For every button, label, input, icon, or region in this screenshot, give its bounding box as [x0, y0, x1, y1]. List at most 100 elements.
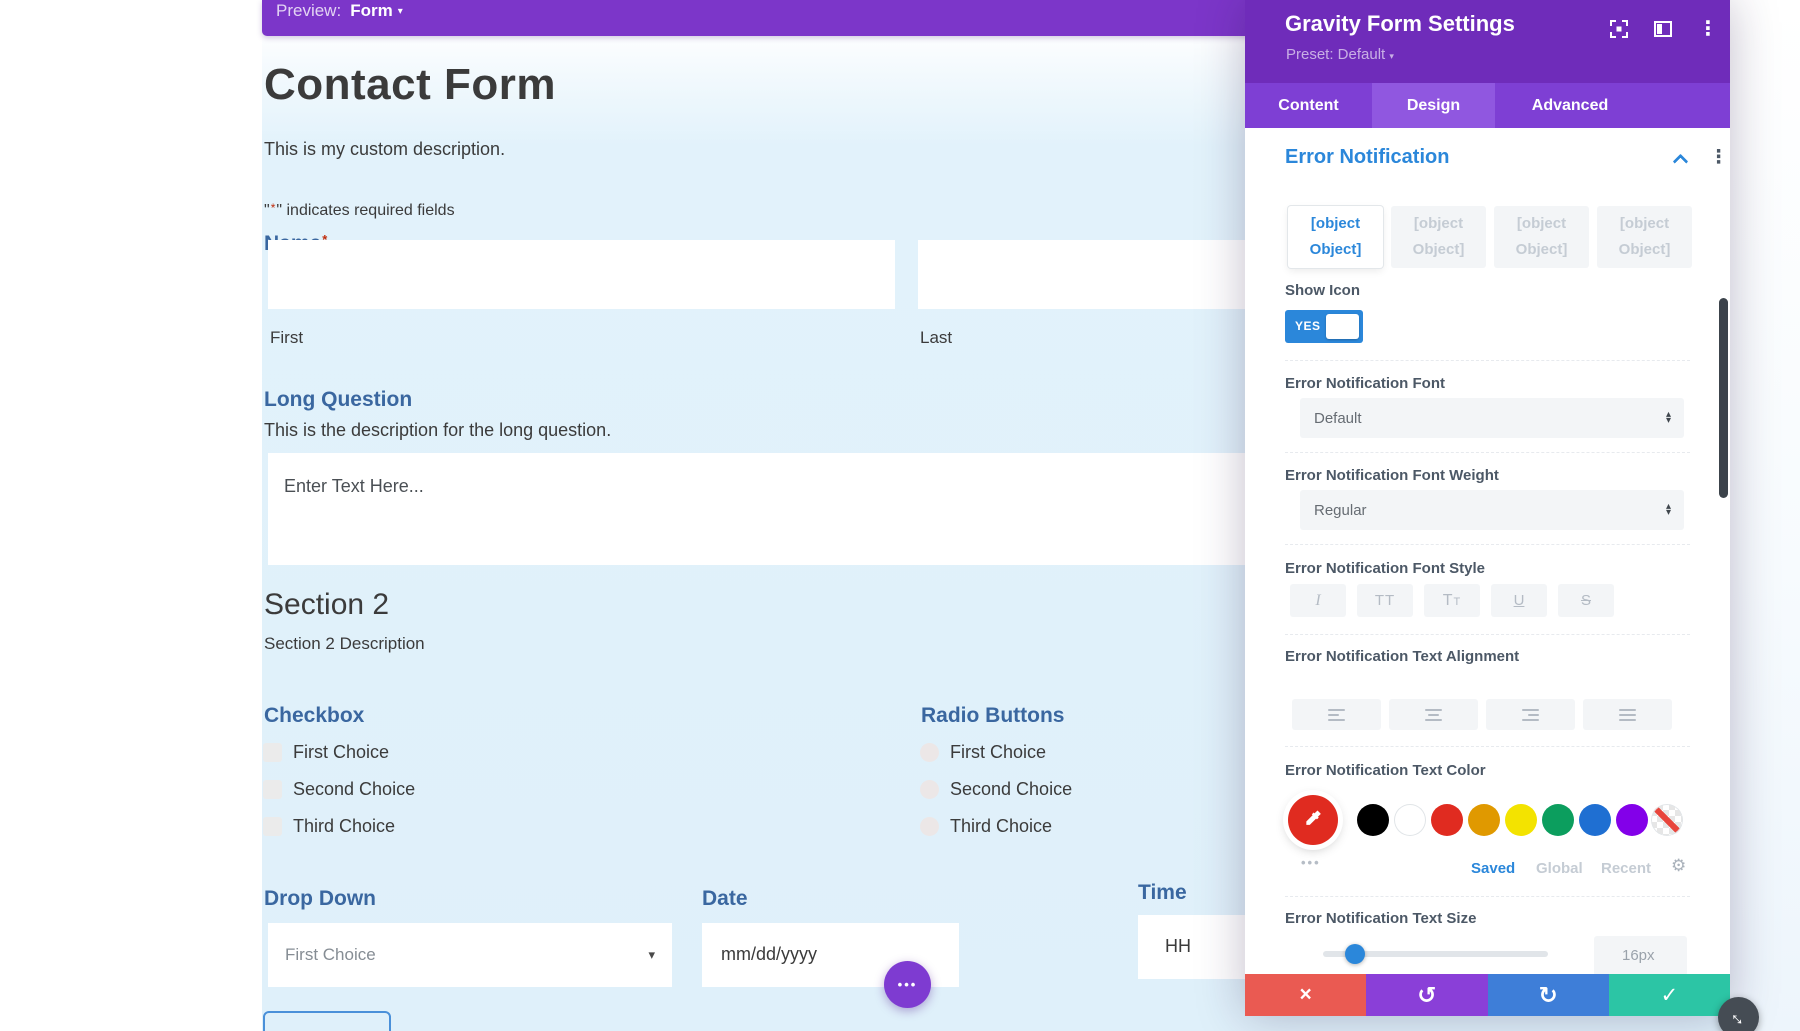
panel-menu-icon[interactable]: ⋮ — [1698, 18, 1718, 40]
text-size-slider-track[interactable] — [1323, 951, 1548, 957]
panel-footer: × ↺ ↻ ✓ — [1245, 974, 1730, 1016]
panel-header: Gravity Form Settings ⋮ Preset: Default … — [1245, 0, 1730, 83]
align-right-button[interactable] — [1486, 699, 1575, 730]
page-margin — [1730, 0, 1800, 1031]
text-alignment-buttons — [1292, 699, 1672, 730]
panel-body: Error Notification ⋮ [object Object] [obj… — [1245, 128, 1730, 976]
color-swatch[interactable] — [1579, 804, 1611, 836]
dropdown-select[interactable]: First Choice ▾ — [268, 923, 672, 987]
underline-button[interactable]: U — [1491, 584, 1547, 617]
resize-handle-button[interactable]: ↔ — [1718, 997, 1759, 1031]
undo-button[interactable]: ↺ — [1366, 974, 1488, 1016]
radio-group-label: Radio Buttons — [921, 704, 1065, 727]
first-name-input[interactable] — [268, 240, 895, 309]
preview-bar[interactable]: Preview: Form ▾ — [262, 0, 1252, 36]
chevron-down-icon: ▾ — [397, 6, 403, 17]
more-swatches-icon[interactable]: ••• — [1301, 855, 1321, 870]
form-title: Contact Form — [264, 60, 556, 109]
section-menu-icon[interactable]: ⋮ — [1709, 147, 1728, 168]
show-icon-toggle[interactable]: YES — [1285, 310, 1363, 343]
color-link-recent[interactable]: Recent — [1601, 860, 1652, 877]
expand-modal-icon[interactable] — [1610, 20, 1628, 38]
italic-icon: I — [1315, 591, 1321, 609]
chevron-down-icon: ▾ — [1389, 51, 1394, 61]
checkbox-option[interactable]: Second Choice — [263, 779, 415, 800]
text-size-label: Error Notification Text Size — [1285, 910, 1477, 927]
align-left-button[interactable] — [1292, 699, 1381, 730]
checkbox-icon[interactable] — [263, 780, 282, 799]
gear-icon[interactable]: ⚙ — [1671, 856, 1687, 875]
checkbox-icon[interactable] — [263, 817, 282, 836]
text-alignment-label: Error Notification Text Alignment — [1285, 648, 1520, 665]
panel-scrollbar[interactable] — [1719, 298, 1728, 498]
color-link-global[interactable]: Global — [1536, 860, 1583, 877]
undo-icon: ↺ — [1417, 981, 1437, 1008]
preset-selector[interactable]: Preset: Default ▾ — [1286, 46, 1394, 63]
discard-button[interactable]: × — [1245, 974, 1367, 1016]
color-swatch[interactable] — [1616, 804, 1648, 836]
font-select-value: Default — [1314, 409, 1362, 427]
chevron-up-icon[interactable] — [1672, 153, 1689, 170]
radio-icon[interactable] — [920, 780, 939, 799]
device-tab-desktop[interactable]: [object Object] — [1288, 206, 1383, 268]
strikethrough-icon: S — [1580, 592, 1591, 609]
color-swatch[interactable] — [1468, 804, 1500, 836]
device-tab-tablet[interactable]: [object Object] — [1391, 206, 1486, 268]
smallcaps-button[interactable]: Tt — [1424, 584, 1480, 617]
uppercase-button[interactable]: TT — [1357, 584, 1413, 617]
radio-option[interactable]: First Choice — [920, 742, 1046, 763]
required-fields-note: "*" indicates required fields — [264, 201, 455, 219]
tab-advanced[interactable]: Advanced — [1531, 96, 1609, 114]
panel-title: Gravity Form Settings — [1285, 11, 1515, 36]
tab-design[interactable]: Design — [1372, 83, 1495, 128]
color-swatch-none[interactable] — [1651, 804, 1683, 836]
font-weight-select-value: Regular — [1314, 501, 1367, 519]
redo-button[interactable]: ↻ — [1487, 974, 1609, 1016]
text-size-slider-handle[interactable] — [1345, 944, 1365, 964]
form-description: This is my custom description. — [264, 139, 506, 159]
font-weight-select[interactable]: Regular ▴ ▾ — [1300, 490, 1684, 530]
font-weight-label: Error Notification Font Weight — [1285, 467, 1499, 484]
color-swatch[interactable] — [1394, 804, 1426, 836]
color-swatch[interactable] — [1431, 804, 1463, 836]
time-label: Time — [1138, 881, 1187, 904]
align-center-button[interactable] — [1389, 699, 1478, 730]
radio-option[interactable]: Second Choice — [920, 779, 1072, 800]
dropdown-value: First Choice — [285, 945, 376, 964]
checkbox-option[interactable]: First Choice — [263, 742, 389, 763]
checkbox-option[interactable]: Third Choice — [263, 816, 395, 837]
eyedropper-icon — [1306, 810, 1321, 825]
save-button[interactable]: ✓ — [1608, 974, 1730, 1016]
preview-mode-value[interactable]: Form — [350, 1, 393, 20]
uppercase-icon: TT — [1374, 592, 1396, 609]
color-swatch[interactable] — [1357, 804, 1389, 836]
device-tab-phone[interactable]: [object Object] — [1494, 206, 1589, 268]
color-link-saved[interactable]: Saved — [1471, 860, 1516, 877]
color-swatch[interactable] — [1505, 804, 1537, 836]
snap-to-side-icon[interactable] — [1654, 21, 1672, 37]
toggle-knob[interactable] — [1326, 314, 1359, 339]
module-settings-button[interactable]: ••• — [884, 961, 931, 1008]
device-tab-hover[interactable]: [object Object] — [1597, 206, 1692, 268]
radio-icon[interactable] — [920, 743, 939, 762]
checkbox-group-label: Checkbox — [264, 704, 365, 727]
font-label: Error Notification Font — [1285, 375, 1445, 392]
resize-diagonal-icon: ↔ — [1724, 1003, 1753, 1031]
last-name-sublabel: Last — [920, 328, 953, 347]
font-select[interactable]: Default ▴ ▾ — [1300, 398, 1684, 438]
italic-button[interactable]: I — [1290, 584, 1346, 617]
color-swatch[interactable] — [1542, 804, 1574, 836]
tab-content[interactable]: Content — [1278, 96, 1339, 114]
checkbox-icon[interactable] — [263, 743, 282, 762]
submit-button[interactable] — [263, 1011, 391, 1031]
date-placeholder: mm/dd/yyyy — [721, 944, 818, 964]
strikethrough-button[interactable]: S — [1558, 584, 1614, 617]
text-color-label: Error Notification Text Color — [1285, 762, 1486, 779]
align-justify-button[interactable] — [1583, 699, 1672, 730]
radio-icon[interactable] — [920, 817, 939, 836]
radio-option[interactable]: Third Choice — [920, 816, 1052, 837]
active-color-swatch[interactable] — [1288, 795, 1338, 845]
text-size-value-input[interactable]: 16px — [1594, 936, 1687, 976]
show-icon-label: Show Icon — [1285, 282, 1360, 299]
first-name-sublabel: First — [270, 328, 304, 347]
